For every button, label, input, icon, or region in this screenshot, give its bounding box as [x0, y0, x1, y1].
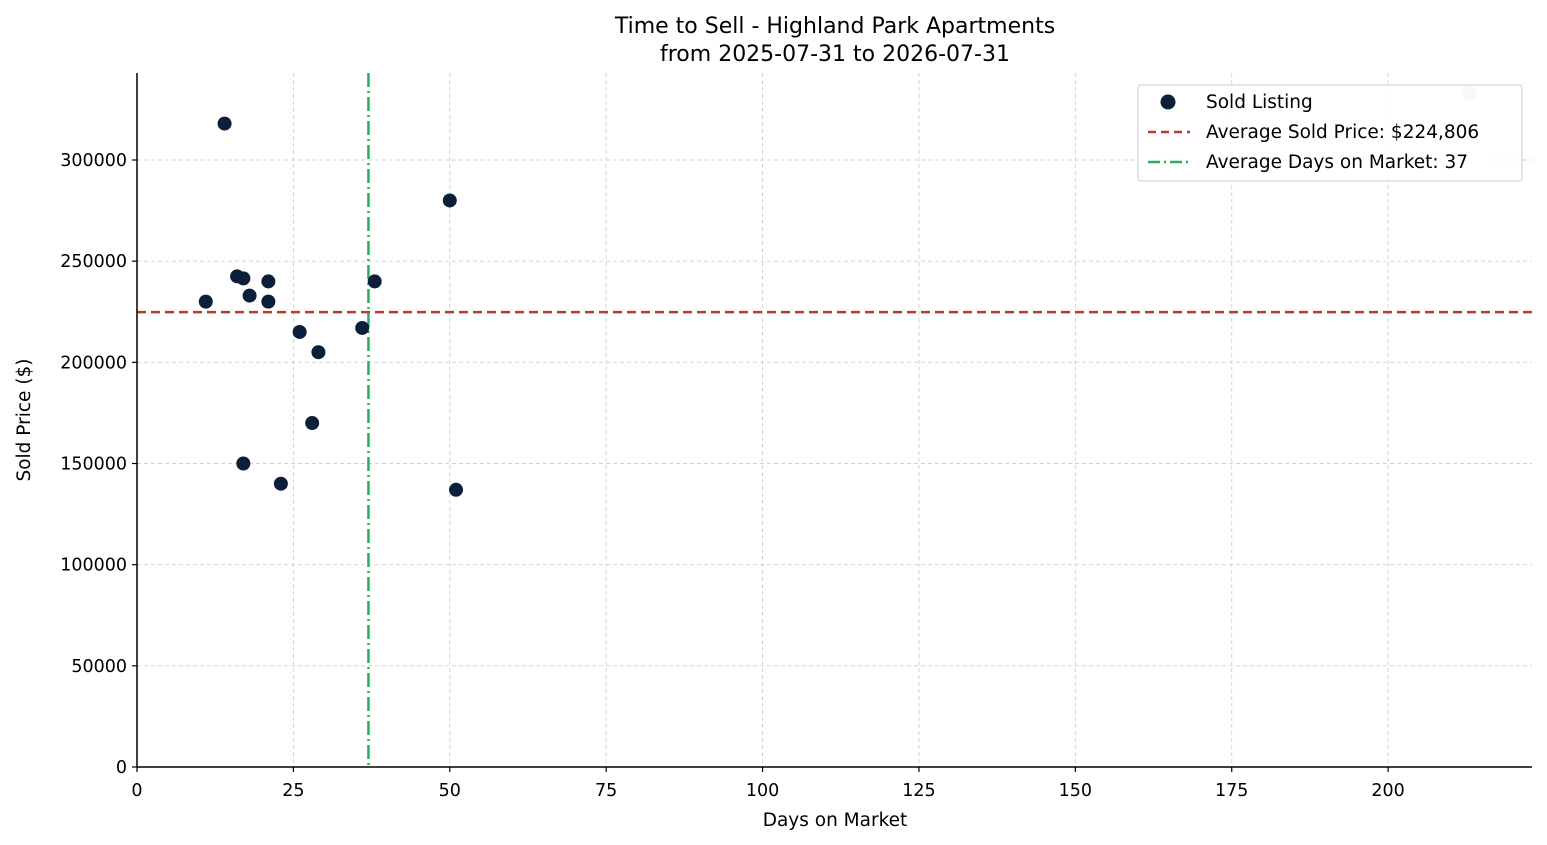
data-point — [236, 456, 251, 471]
data-point — [236, 271, 251, 286]
data-point — [355, 320, 370, 335]
data-point — [273, 476, 288, 491]
data-point — [261, 294, 276, 309]
legend-box — [1137, 84, 1523, 182]
x-tick-label: 125 — [902, 781, 935, 801]
y-tick-label: 100000 — [60, 556, 127, 576]
data-point — [311, 345, 326, 360]
y-tick-label: 250000 — [60, 252, 127, 272]
x-tick-label: 0 — [131, 781, 142, 801]
y-axis-ticks: 0 50000 100000 150000 200000 250000 300000 — [60, 151, 137, 778]
x-tick-label: 75 — [595, 781, 617, 801]
data-points — [198, 86, 1477, 497]
data-point — [217, 116, 232, 131]
chart-subtitle: from 2025-07-31 to 2026-07-31 — [660, 42, 1010, 67]
x-tick-label: 150 — [1059, 781, 1092, 801]
data-point — [449, 482, 464, 497]
legend: Sold Listing Average Sold Price: $224,80… — [1137, 84, 1523, 182]
data-point — [442, 193, 457, 208]
legend-label-avg-price: Average Sold Price: $224,806 — [1206, 122, 1479, 143]
y-tick-label: 300000 — [60, 151, 127, 171]
legend-marker-sold-listing — [1160, 94, 1176, 110]
x-tick-label: 25 — [282, 781, 304, 801]
x-tick-label: 175 — [1215, 781, 1248, 801]
x-axis-label: Days on Market — [763, 810, 908, 831]
y-tick-label: 50000 — [71, 657, 127, 677]
legend-label-sold-listing: Sold Listing — [1206, 92, 1313, 113]
chart-title: Time to Sell - Highland Park Apartments — [614, 14, 1055, 39]
y-axis-label: Sold Price ($) — [14, 358, 35, 481]
reference-lines — [137, 73, 1532, 767]
x-tick-label: 200 — [1371, 781, 1404, 801]
data-point — [292, 324, 307, 339]
data-point — [305, 416, 320, 431]
legend-label-avg-days: Average Days on Market: 37 — [1206, 152, 1468, 173]
x-tick-label: 100 — [746, 781, 779, 801]
x-axis-ticks: 0 25 50 75 100 125 150 175 200 — [131, 767, 1405, 801]
data-point — [367, 274, 382, 289]
y-tick-label: 150000 — [60, 455, 127, 475]
y-tick-label: 0 — [116, 758, 127, 778]
data-point — [198, 294, 213, 309]
data-point — [242, 288, 257, 303]
y-tick-label: 200000 — [60, 353, 127, 373]
x-tick-label: 50 — [439, 781, 461, 801]
data-point — [261, 274, 276, 289]
